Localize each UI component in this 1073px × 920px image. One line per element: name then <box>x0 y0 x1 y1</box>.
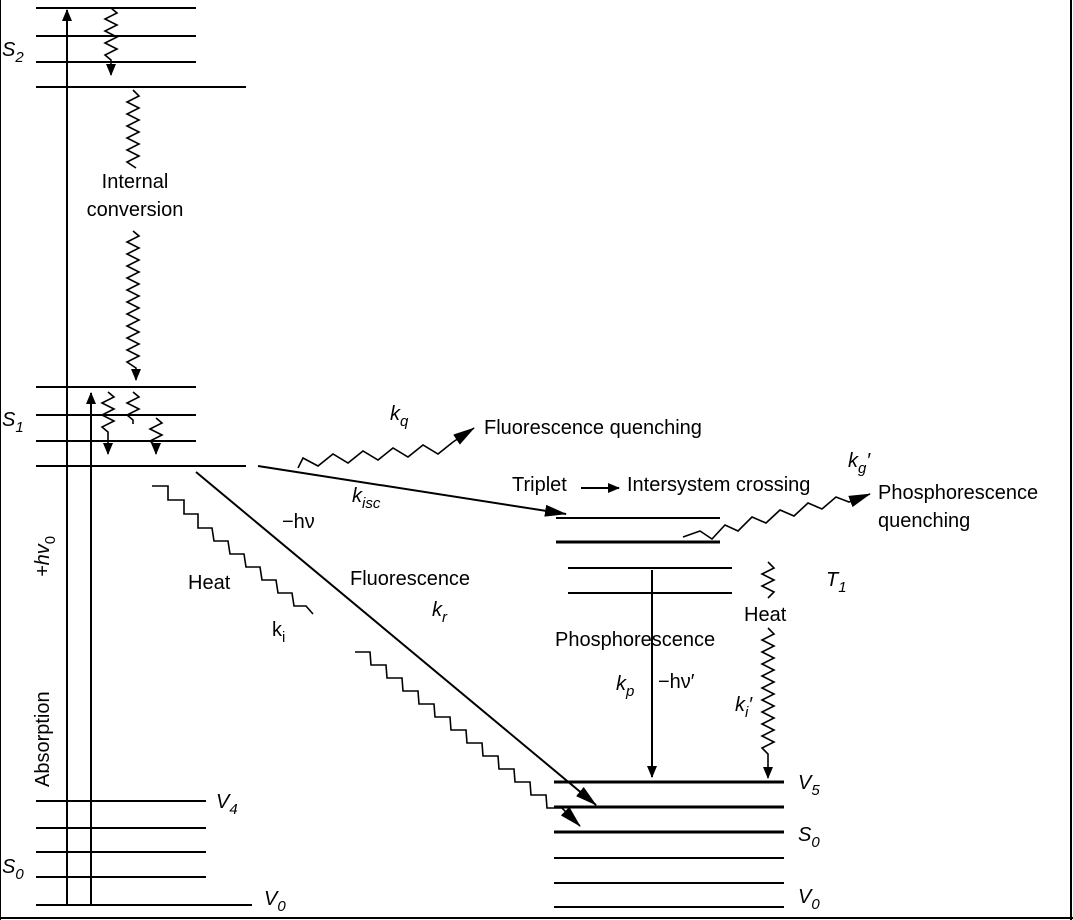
internal-conversion-label: conversion <box>87 199 184 221</box>
fluorescence-quenching-label: Fluorescence quenching <box>484 417 702 439</box>
s2-relaxation-wavy-arrow <box>103 7 119 76</box>
ki-label: ki <box>272 619 285 646</box>
internal-conversion-wavy-lower <box>125 230 141 381</box>
fluorescence-label: Fluorescence <box>350 568 470 590</box>
kr-label: kr <box>432 599 448 626</box>
heat-wavy-right-upper <box>760 561 776 599</box>
triplet-label: Triplet <box>512 474 567 496</box>
kg-prime-label: kg′ <box>848 450 871 477</box>
phosphorescence-quenching-wavy-arrow <box>682 493 871 541</box>
kq-label: kq <box>390 403 409 430</box>
s1-relaxation-wavy-small <box>125 391 141 424</box>
heat-wavy-left-upper <box>152 485 314 615</box>
s1-relaxation-wavy-arrow <box>100 391 116 455</box>
heat-wavy-right-arrow <box>760 627 776 779</box>
phosphorescence-quenching-label: quenching <box>878 510 970 532</box>
absorption-label: Absorption <box>32 691 54 787</box>
internal-conversion-label: Internal <box>102 171 169 193</box>
fluorescence-quenching-wavy-arrow <box>297 427 475 469</box>
heat-wavy-left-lower-arrow <box>355 651 581 827</box>
kisc-label: kisc <box>352 485 381 512</box>
minus-hv-prime-label: −hν′ <box>658 671 695 693</box>
phosphorescence-quenching-label: Phosphorescence <box>878 482 1038 504</box>
phosphorescence-label: Phosphorescence <box>555 629 715 651</box>
s0-right-label: S0 <box>798 824 820 851</box>
intersystem-crossing-arrow <box>257 465 567 517</box>
t1-label: T1 <box>826 569 847 596</box>
t1-levels <box>556 517 732 594</box>
s1-levels <box>36 386 246 467</box>
ki-prime-label: ki′ <box>735 694 753 721</box>
heat-right-label: Heat <box>744 604 787 626</box>
s2-levels <box>36 7 246 88</box>
fluorescence-arrow <box>195 471 597 806</box>
hv0-label: +hv0 <box>32 536 59 577</box>
kp-label: kp <box>616 673 634 700</box>
s0-left-levels <box>36 800 252 906</box>
v4-label: V4 <box>216 791 238 818</box>
s1-label: S1 <box>2 409 24 436</box>
s0-left-label: S0 <box>2 856 24 883</box>
s2-label: S2 <box>2 39 24 66</box>
intersystem-crossing-label: Intersystem crossing <box>627 474 810 496</box>
v0-right-label: V0 <box>798 886 820 913</box>
heat-left-label: Heat <box>188 572 231 594</box>
v0-left-label: V0 <box>264 888 286 915</box>
minus-hv-label: −hν <box>282 511 315 533</box>
v5-label: V5 <box>798 772 820 799</box>
internal-conversion-wavy-upper <box>125 89 141 169</box>
s1-relaxation-wavy-arrow <box>148 417 164 455</box>
s0-right-levels <box>554 780 784 908</box>
